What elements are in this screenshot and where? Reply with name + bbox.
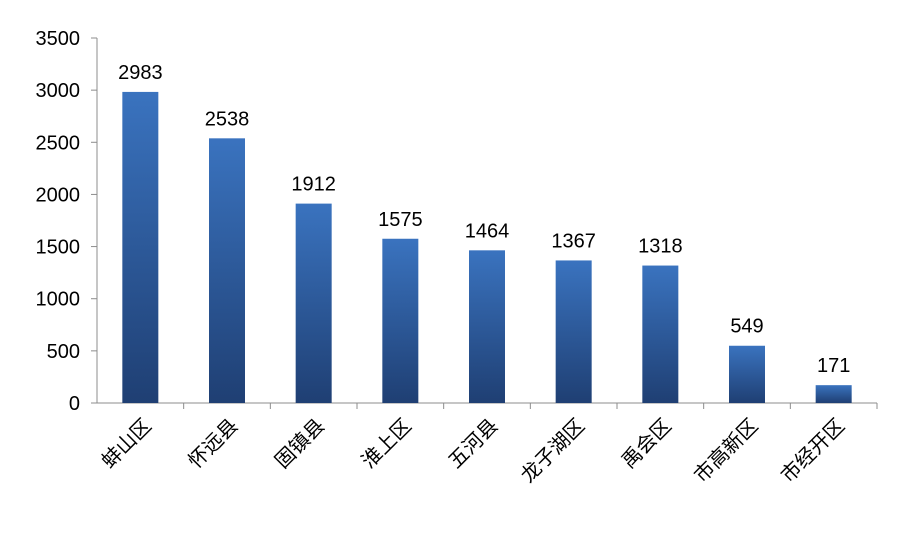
y-tick-label: 1500 xyxy=(36,237,81,259)
x-tick-label: 市高新区 xyxy=(689,414,763,488)
data-label: 171 xyxy=(817,355,850,377)
data-label: 2538 xyxy=(205,108,250,130)
data-label: 1464 xyxy=(465,220,510,242)
x-tick-label: 五河县 xyxy=(443,414,502,473)
y-tick-label: 500 xyxy=(47,341,80,363)
x-tick-label: 市经开区 xyxy=(776,414,850,488)
data-label: 1367 xyxy=(551,230,596,252)
data-label: 1575 xyxy=(378,209,423,231)
bar xyxy=(295,203,332,403)
data-label: 1912 xyxy=(291,174,336,196)
bar xyxy=(555,260,592,403)
bars xyxy=(122,91,852,403)
x-tick-label: 龙子湖区 xyxy=(516,414,590,488)
data-label: 2983 xyxy=(118,62,163,84)
bar xyxy=(815,385,852,403)
y-tick-label: 2500 xyxy=(36,132,81,154)
bar xyxy=(729,345,765,403)
bar xyxy=(382,238,419,403)
x-tick-label: 淮上区 xyxy=(356,414,415,473)
bar xyxy=(209,138,245,403)
y-tick-label: 2000 xyxy=(36,184,81,206)
y-tick-label: 0 xyxy=(69,393,80,415)
x-tick-label: 禹会区 xyxy=(616,414,675,473)
y-tick-label: 3500 xyxy=(36,28,81,50)
y-tick-label: 3000 xyxy=(36,80,81,102)
data-label: 1318 xyxy=(638,236,683,258)
x-tick-label: 蚌山区 xyxy=(96,414,155,473)
x-tick-label: 固镇县 xyxy=(270,414,329,473)
bar xyxy=(469,250,505,403)
x-tick-label: 怀远县 xyxy=(183,414,242,473)
data-label: 549 xyxy=(730,316,763,338)
bar xyxy=(642,265,679,403)
bar xyxy=(122,91,159,403)
y-tick-label: 1000 xyxy=(36,289,81,311)
